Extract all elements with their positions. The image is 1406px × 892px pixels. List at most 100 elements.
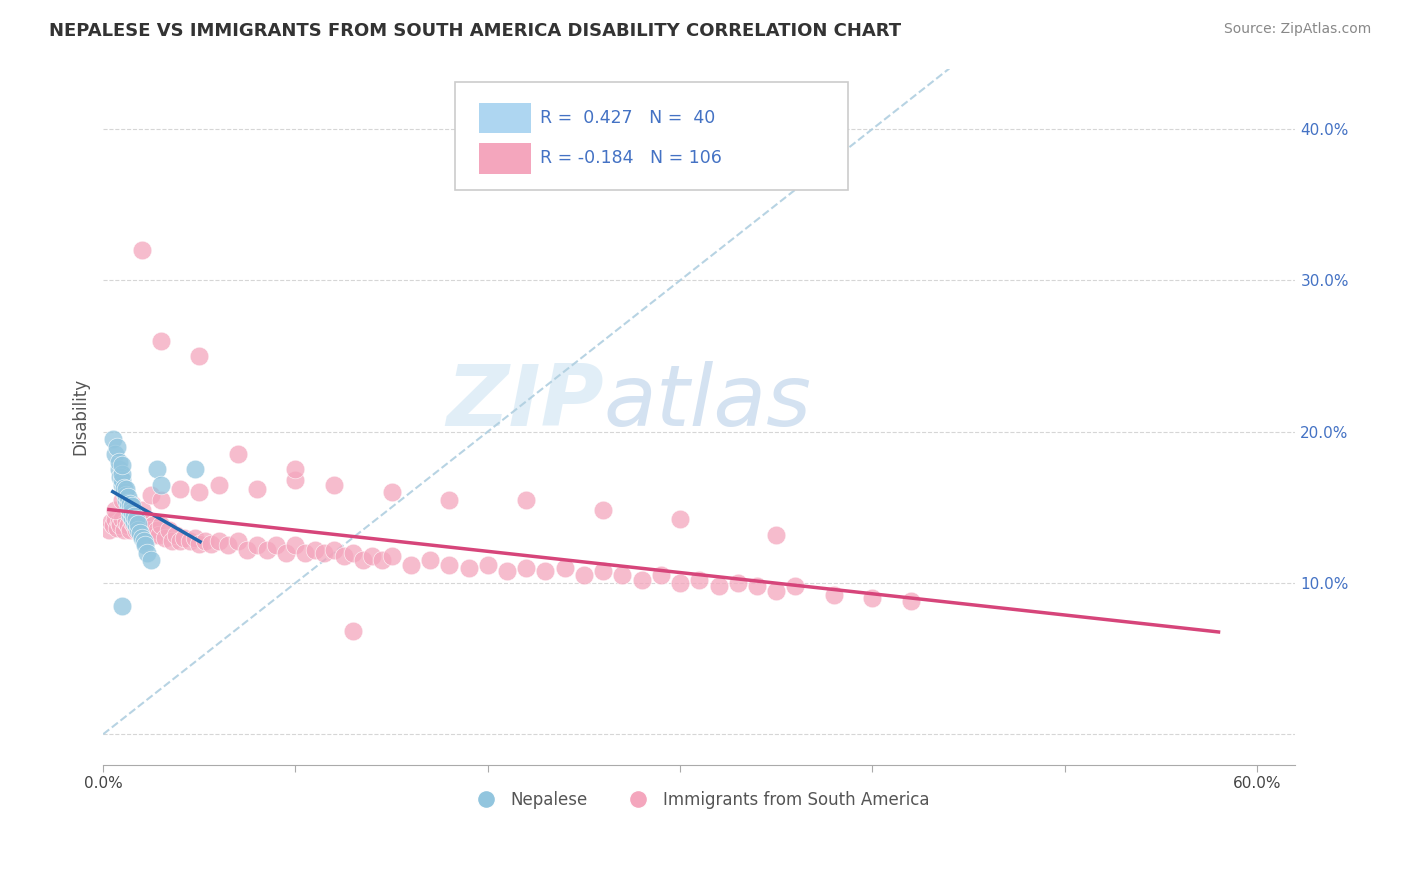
Point — [745, 579, 768, 593]
Point — [184, 531, 207, 545]
Point — [149, 477, 172, 491]
Point — [122, 516, 145, 530]
Point — [256, 542, 278, 557]
Point — [707, 579, 730, 593]
Point — [107, 516, 129, 530]
Text: atlas: atlas — [605, 361, 811, 444]
Point — [188, 536, 211, 550]
Point — [112, 481, 135, 495]
Point — [115, 516, 138, 530]
Point — [131, 518, 153, 533]
Point — [110, 518, 132, 533]
Point — [294, 546, 316, 560]
Point — [572, 568, 595, 582]
Point — [284, 473, 307, 487]
Point — [104, 503, 127, 517]
Point — [149, 492, 172, 507]
Point — [112, 485, 135, 500]
Point — [128, 521, 150, 535]
Point — [121, 505, 143, 519]
Point — [134, 538, 156, 552]
Point — [246, 482, 269, 496]
Point — [900, 594, 922, 608]
Point — [184, 462, 207, 476]
Point — [112, 523, 135, 537]
Point — [149, 334, 172, 348]
Point — [115, 492, 138, 507]
Point — [121, 497, 143, 511]
Text: ZIP: ZIP — [446, 361, 605, 444]
FancyBboxPatch shape — [478, 103, 531, 133]
Point — [236, 542, 259, 557]
Point — [496, 564, 519, 578]
Point — [131, 531, 153, 545]
Point — [188, 485, 211, 500]
Point — [419, 553, 441, 567]
Point — [226, 447, 249, 461]
Point — [125, 523, 148, 537]
Point — [146, 462, 169, 476]
Point — [173, 531, 195, 545]
Point — [105, 521, 128, 535]
Point — [128, 526, 150, 541]
Point — [515, 492, 537, 507]
Point — [122, 518, 145, 533]
Point — [554, 561, 576, 575]
Point — [105, 440, 128, 454]
Point — [439, 558, 461, 572]
Point — [117, 496, 139, 510]
Point — [207, 477, 229, 491]
Text: R =  0.427   N =  40: R = 0.427 N = 40 — [540, 109, 714, 127]
Point — [127, 516, 149, 530]
Point — [200, 536, 222, 550]
Point — [118, 523, 141, 537]
FancyBboxPatch shape — [456, 82, 848, 190]
Point — [304, 542, 326, 557]
Point — [226, 533, 249, 548]
Point — [534, 564, 557, 578]
Point — [121, 516, 143, 530]
Point — [612, 568, 634, 582]
Point — [153, 531, 176, 545]
Point — [592, 503, 614, 517]
Point — [131, 503, 153, 517]
Text: R = -0.184   N = 106: R = -0.184 N = 106 — [540, 149, 721, 168]
Point — [138, 516, 160, 530]
Point — [131, 243, 153, 257]
Point — [322, 477, 344, 491]
Point — [264, 538, 287, 552]
Point — [169, 482, 191, 496]
Point — [117, 518, 139, 533]
Point — [179, 533, 201, 548]
Point — [162, 533, 184, 548]
Point — [371, 553, 394, 567]
Point — [121, 511, 143, 525]
Point — [121, 499, 143, 513]
Point — [592, 564, 614, 578]
Point — [111, 458, 134, 472]
Legend: Nepalese, Immigrants from South America: Nepalese, Immigrants from South America — [463, 784, 936, 815]
Point — [785, 579, 807, 593]
Point — [332, 549, 354, 563]
Point — [122, 509, 145, 524]
Point — [246, 538, 269, 552]
Point — [146, 523, 169, 537]
Point — [439, 492, 461, 507]
Point — [284, 462, 307, 476]
Point — [194, 533, 217, 548]
Point — [141, 523, 163, 537]
Point — [107, 462, 129, 476]
Point — [125, 518, 148, 533]
Point — [111, 473, 134, 487]
Point — [127, 523, 149, 537]
Point — [118, 497, 141, 511]
Point — [97, 523, 120, 537]
Point — [132, 533, 155, 548]
Point — [381, 549, 404, 563]
Point — [630, 573, 652, 587]
Point — [688, 573, 710, 587]
Point — [118, 503, 141, 517]
Point — [117, 500, 139, 515]
Point — [188, 349, 211, 363]
Point — [669, 512, 692, 526]
